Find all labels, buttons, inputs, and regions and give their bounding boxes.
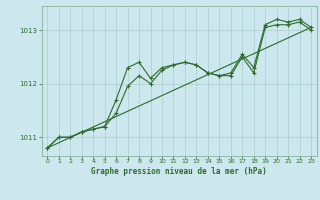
- X-axis label: Graphe pression niveau de la mer (hPa): Graphe pression niveau de la mer (hPa): [91, 167, 267, 176]
